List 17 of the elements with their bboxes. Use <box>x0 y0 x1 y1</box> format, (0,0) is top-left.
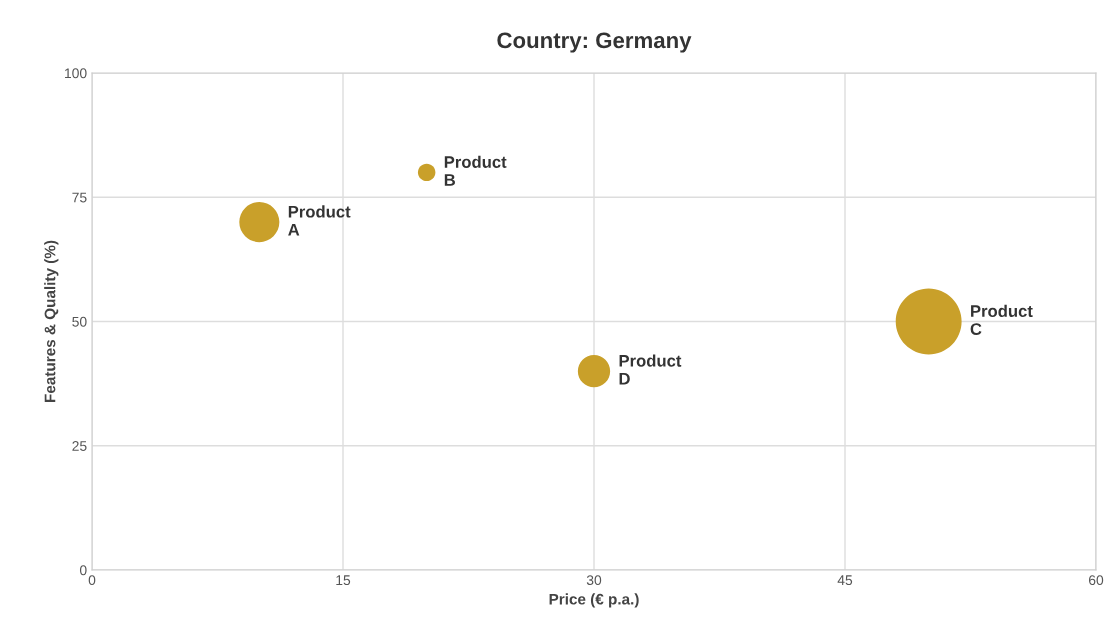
y-tick-label: 25 <box>72 441 87 451</box>
x-tick-label: 60 <box>1088 575 1104 586</box>
annotation: Product A <box>288 205 351 236</box>
x-tick-label: 45 <box>837 575 853 586</box>
y-tick-label: 75 <box>72 192 87 203</box>
chart-title: Country: Germany <box>497 32 692 53</box>
annotation: Product B <box>444 155 507 186</box>
annotation: Product C <box>970 304 1033 335</box>
y-tick-label: 50 <box>72 316 87 327</box>
x-tick-label: 30 <box>586 575 602 586</box>
x-tick-label: 15 <box>336 575 351 586</box>
y-axis-title: Features & Quality (%) <box>44 240 59 402</box>
y-tick-label: 100 <box>65 68 87 79</box>
annotation: Product D <box>619 354 682 385</box>
x-axis-title: Price (€ p.a.) <box>549 593 639 608</box>
x-tick-label: 0 <box>88 575 96 586</box>
y-tick-label: 0 <box>79 565 87 576</box>
